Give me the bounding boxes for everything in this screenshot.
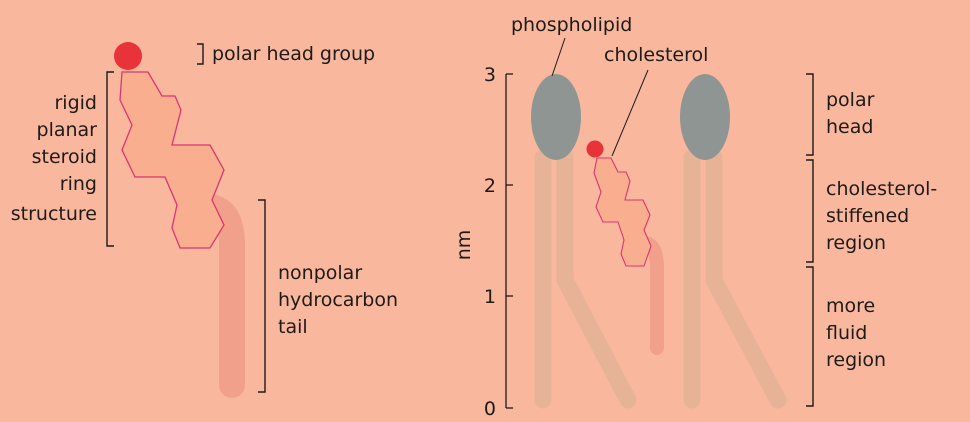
tail-label-line-1: nonpolar <box>278 262 362 284</box>
polar-head-group-atom <box>114 42 142 70</box>
ring-label-line-5: structure <box>11 203 97 225</box>
phospholipid-left <box>531 74 637 409</box>
phospholipid-right-head <box>680 74 730 160</box>
fluid-region-label: more fluid region <box>826 295 886 371</box>
nm-scale-axis: 3 2 1 0 nm <box>453 64 513 420</box>
stiffened-region-label: cholesterol- stiffened region <box>826 178 937 254</box>
stiffened-region-bracket <box>806 159 814 263</box>
stiffened-line-3: region <box>826 232 886 254</box>
ring-structure-label: rigid planar steroid ring structure <box>11 92 97 225</box>
polar-head-group-label: polar head group <box>212 43 375 65</box>
tick-label-0: 0 <box>484 398 496 420</box>
fluid-line-2: fluid <box>826 322 867 344</box>
fluid-region-bracket <box>806 266 814 407</box>
stiffened-line-2: stiffened <box>826 205 909 227</box>
tick-label-2: 2 <box>484 175 496 197</box>
tail-label-line-2: hydrocarbon <box>278 289 398 311</box>
cholesterol-membrane-tail <box>639 236 664 355</box>
ring-label-line-1: rigid <box>55 92 98 114</box>
tail-label-line-3: tail <box>278 316 308 338</box>
polar-head-region-label: polar head <box>826 89 875 138</box>
tick-label-3: 3 <box>484 64 496 86</box>
ring-label-line-2: planar <box>37 119 98 141</box>
phospholipid-left-head <box>531 74 581 160</box>
polar-head-line-1: polar <box>826 89 875 111</box>
phospholipid-right-tail-2 <box>705 149 787 409</box>
cholesterol-label: cholesterol <box>604 44 708 66</box>
phospholipid-right <box>680 74 787 409</box>
tick-label-1: 1 <box>484 286 496 308</box>
fluid-line-3: region <box>826 349 886 371</box>
steroid-rings-left <box>119 71 225 249</box>
axis-unit-label: nm <box>453 230 475 261</box>
fluid-line-1: more <box>826 295 875 317</box>
cholesterol-membrane-rings <box>593 157 652 267</box>
cholesterol-molecule-left <box>114 42 245 398</box>
cholesterol-pointer <box>611 69 649 157</box>
cholesterol-membrane-oh <box>586 140 604 158</box>
polar-head-group-bracket <box>197 43 204 65</box>
polar-head-region-bracket <box>806 73 814 156</box>
phospholipid-label: phospholipid <box>511 14 632 36</box>
stiffened-line-1: cholesterol- <box>826 178 937 200</box>
polar-head-line-2: head <box>826 116 873 138</box>
phospholipid-pointer <box>551 37 566 77</box>
ring-structure-bracket <box>106 71 114 247</box>
hydrocarbon-tail-bracket <box>258 199 266 393</box>
phospholipid-left-tail-2 <box>556 149 637 409</box>
cholesterol-in-membrane <box>586 140 664 355</box>
ring-label-line-3: steroid <box>32 146 97 168</box>
hydrocarbon-tail-label: nonpolar hydrocarbon tail <box>278 262 398 338</box>
ring-label-line-4: ring <box>60 173 97 195</box>
